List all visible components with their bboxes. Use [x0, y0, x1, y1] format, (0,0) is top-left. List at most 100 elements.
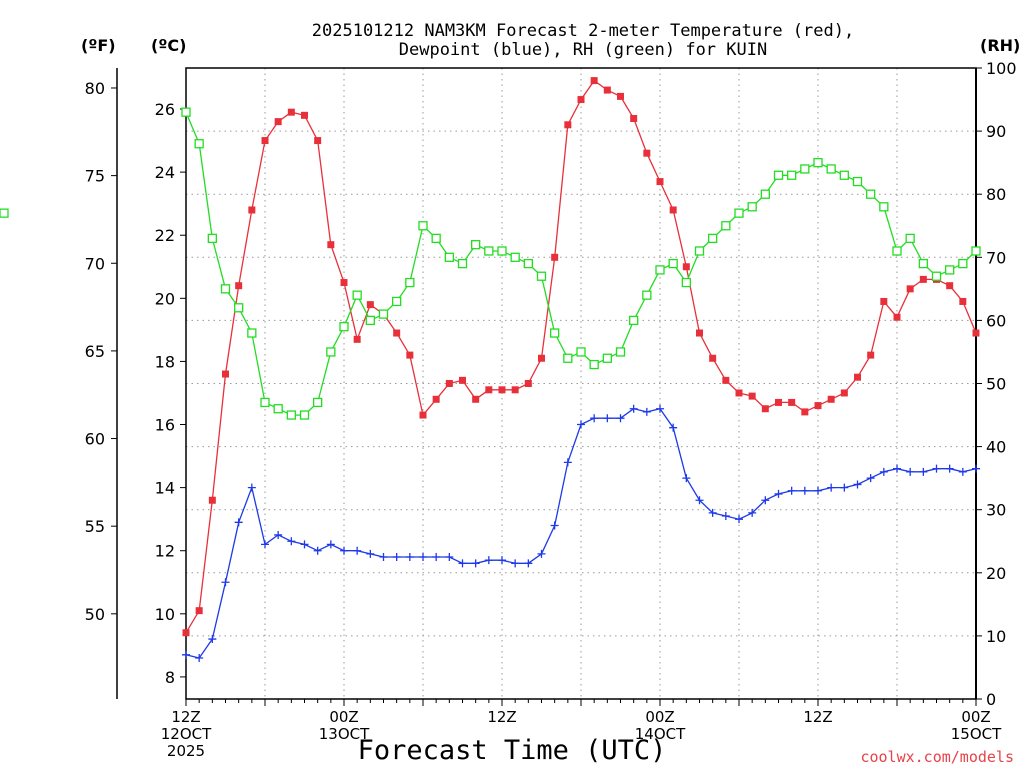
temperature-point — [880, 297, 888, 305]
temperature-point — [577, 96, 585, 104]
rh-point — [563, 353, 573, 363]
celsius-tick-label: 12 — [155, 542, 175, 561]
rh-point — [655, 265, 665, 275]
temperature-point — [485, 386, 493, 394]
dewpoint-point — [484, 556, 493, 565]
fahrenheit-tick-label: 50 — [85, 605, 105, 624]
time-tick-label: 12Z — [487, 708, 516, 726]
temperature-point — [867, 351, 875, 359]
dewpoint-point — [748, 508, 757, 517]
rh-point — [550, 328, 560, 338]
dewpoint-point — [787, 486, 796, 495]
temperature-point — [643, 149, 651, 157]
rh-point — [629, 315, 639, 326]
dewpoint-point — [550, 521, 559, 530]
dewpoint-point — [906, 467, 915, 476]
rh-point — [721, 221, 731, 231]
rh-axis: 0 10 20 30 40 50 60 70 80 90 100 — [976, 59, 1017, 709]
rh-point — [286, 410, 296, 420]
temperature-point — [656, 178, 664, 186]
dewpoint-point — [537, 549, 546, 558]
dewpoint-point — [616, 414, 625, 423]
celsius-tick-label: 24 — [155, 163, 175, 182]
celsius-tick-label: 14 — [155, 479, 175, 498]
time-tick-label: 2025 — [167, 742, 205, 760]
dewpoint-point — [840, 483, 849, 492]
celsius-tick-label: 22 — [155, 226, 175, 245]
dewpoint-point — [919, 467, 928, 476]
temperature-point — [946, 282, 954, 290]
temperature-point — [538, 354, 545, 362]
dewpoint-point — [234, 518, 243, 527]
rh-point — [642, 290, 652, 300]
rh-point — [220, 284, 231, 294]
rh-tick-label: 100 — [986, 59, 1017, 78]
temperature-point — [274, 118, 282, 126]
dewpoint-point — [511, 559, 520, 568]
dewpoint-point — [340, 546, 348, 555]
rh-point — [813, 157, 823, 168]
temperature-point — [603, 86, 611, 94]
fahrenheit-tick-label: 65 — [85, 342, 105, 361]
rh-point — [787, 170, 797, 180]
series-layer — [0, 77, 981, 662]
rh-point — [326, 347, 336, 357]
dewpoint-point — [274, 530, 283, 539]
dewpoint-point — [721, 512, 730, 521]
temperature-point — [814, 402, 822, 410]
dewpoint-point — [326, 540, 335, 549]
temperature-point — [472, 395, 480, 403]
rh-point — [602, 353, 612, 363]
rh-tick-label: 40 — [986, 438, 1006, 457]
temperature-point — [682, 263, 690, 271]
temperature-point — [761, 405, 769, 413]
rh-point — [747, 202, 757, 212]
temperature-point — [498, 386, 506, 394]
rh-point — [484, 246, 494, 256]
rh-point — [352, 290, 362, 300]
fahrenheit-tick-label: 75 — [85, 167, 105, 186]
temperature-point — [301, 111, 308, 119]
credit-text: coolwx.com/models — [860, 748, 1014, 766]
time-tick-label: 15OCT — [951, 725, 1002, 743]
dewpoint-point — [419, 553, 427, 562]
temperature-point — [314, 137, 322, 145]
rh-tick-label: 20 — [986, 564, 1006, 583]
temperature-point — [972, 329, 980, 337]
temperature-point — [208, 496, 216, 504]
dewpoint-point — [195, 653, 204, 662]
celsius-axis: 8 10 12 14 16 18 20 22 24 26 — [155, 100, 186, 687]
dewpoint-point — [563, 458, 572, 467]
dewpoint-point — [735, 515, 743, 524]
rh-point — [931, 271, 942, 281]
rh-tick-label: 80 — [986, 185, 1006, 204]
dewpoint-point — [366, 549, 375, 558]
temperature-point — [722, 376, 730, 384]
temperature-point — [919, 275, 927, 283]
dewpoint-point — [972, 464, 980, 473]
dewpoint-point — [800, 486, 809, 495]
rh-point — [905, 233, 915, 244]
temperature-point — [801, 408, 809, 416]
dewpoint-point — [682, 474, 691, 483]
rh-point — [365, 315, 375, 326]
temperature-point — [195, 607, 203, 615]
temperature-point — [393, 329, 401, 337]
rh-point — [668, 258, 678, 269]
rh-point — [839, 170, 849, 180]
temperature-point — [340, 279, 348, 287]
dewpoint-point — [590, 414, 599, 423]
dewpoint-point — [853, 480, 862, 489]
dewpoint-point — [379, 553, 388, 562]
rh-point — [852, 176, 863, 187]
temperature-point — [287, 108, 295, 116]
rh-point — [181, 107, 191, 117]
rh-point — [471, 240, 481, 250]
rh-point — [694, 246, 705, 256]
fahrenheit-tick-label: 55 — [85, 517, 105, 536]
rh-point — [339, 322, 349, 332]
temperature-point — [182, 629, 190, 637]
dewpoint-point — [221, 578, 230, 587]
